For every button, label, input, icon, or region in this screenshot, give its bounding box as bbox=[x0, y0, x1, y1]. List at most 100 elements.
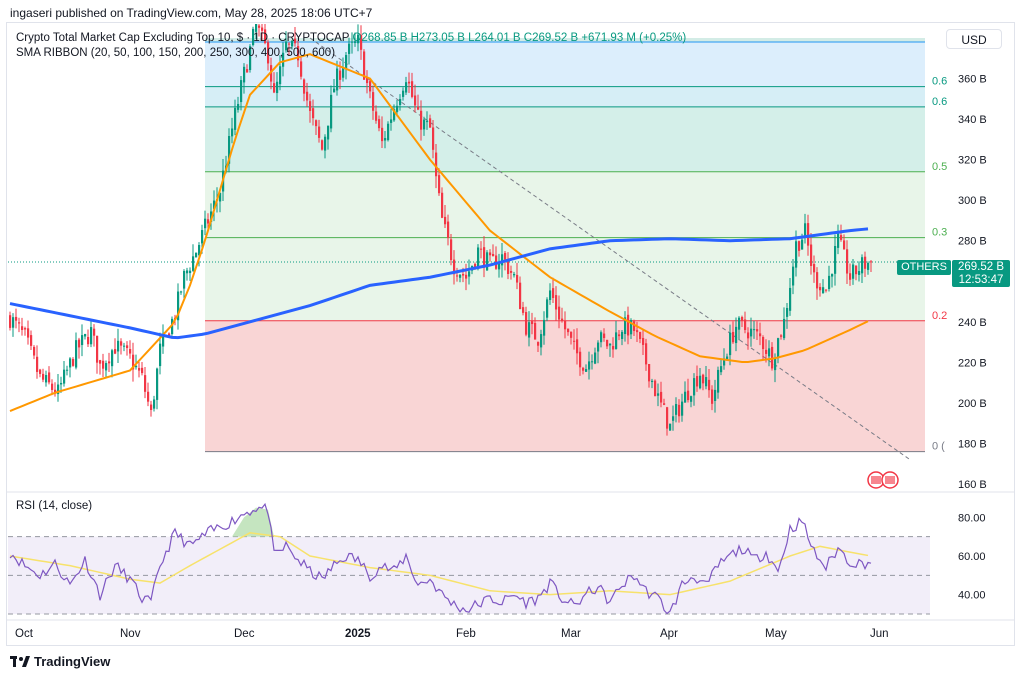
candle-body bbox=[414, 95, 417, 106]
candle-body bbox=[339, 70, 342, 80]
candle-body bbox=[645, 343, 648, 365]
candle-body bbox=[309, 101, 312, 111]
x-tick-label: Dec bbox=[234, 628, 255, 640]
candle-body bbox=[306, 91, 309, 101]
candle-body bbox=[774, 358, 777, 371]
candle-body bbox=[399, 98, 402, 105]
candle-body bbox=[72, 358, 75, 366]
candle-body bbox=[552, 288, 555, 298]
candle-body bbox=[840, 235, 843, 240]
candle-body bbox=[15, 316, 18, 321]
candle-body bbox=[177, 291, 180, 321]
candle-body bbox=[675, 404, 678, 415]
candle-body bbox=[66, 369, 69, 371]
candle-body bbox=[348, 43, 351, 54]
candle-body bbox=[321, 140, 324, 150]
fib-zone bbox=[205, 320, 925, 452]
candle-body bbox=[333, 88, 336, 93]
trend-line bbox=[309, 37, 911, 461]
candle-body bbox=[633, 321, 636, 332]
candle-body bbox=[27, 328, 30, 338]
candle-body bbox=[150, 404, 153, 410]
ohlc-values: O268.85 B H273.05 B L264.01 B C269.52 B … bbox=[352, 32, 687, 44]
candle-body bbox=[33, 346, 36, 356]
us-flag-icon bbox=[885, 476, 895, 484]
rsi-line bbox=[9, 502, 872, 615]
candle-body bbox=[654, 380, 657, 397]
candle-body bbox=[792, 266, 795, 286]
candle-body bbox=[624, 317, 627, 335]
candle-body bbox=[660, 391, 663, 403]
symbol-price-label: OTHERS bbox=[897, 260, 951, 275]
candle-body bbox=[426, 121, 429, 123]
candle-body bbox=[237, 103, 240, 110]
candle-body bbox=[534, 322, 537, 340]
candle-body bbox=[282, 52, 285, 67]
y-tick-label: 360 B bbox=[958, 74, 987, 86]
candle-body bbox=[351, 41, 354, 43]
candle-body bbox=[822, 287, 825, 294]
candle-body bbox=[42, 373, 45, 380]
candle-body bbox=[825, 289, 828, 291]
candle-body bbox=[75, 340, 78, 368]
candle-body bbox=[576, 339, 579, 354]
y-tick-label: 320 B bbox=[958, 155, 987, 167]
candle-body bbox=[117, 340, 120, 352]
candle-body bbox=[603, 333, 606, 339]
currency-selector[interactable]: USD bbox=[946, 29, 1002, 49]
y-tick-label: 300 B bbox=[958, 195, 987, 207]
candle-body bbox=[729, 332, 732, 356]
candle-body bbox=[762, 336, 765, 350]
candle-body bbox=[153, 399, 156, 409]
candle-body bbox=[561, 318, 564, 321]
candle-body bbox=[138, 367, 141, 371]
candle-body bbox=[678, 404, 681, 417]
candle-body bbox=[798, 241, 801, 251]
candle-body bbox=[708, 379, 711, 391]
y-tick-label: 160 B bbox=[958, 479, 987, 491]
candle-body bbox=[54, 389, 57, 394]
indicator-legend: SMA RIBBON (20, 50, 100, 150, 200, 250, … bbox=[16, 47, 336, 59]
candle-body bbox=[435, 152, 438, 177]
sma-ribbon-orange-line bbox=[9, 53, 869, 412]
chart-frame bbox=[6, 22, 1015, 646]
candle-body bbox=[378, 119, 381, 129]
candle-body bbox=[768, 348, 771, 357]
candle-body bbox=[720, 366, 723, 373]
bar-countdown: 12:53:47 bbox=[958, 274, 1004, 286]
candle-body bbox=[288, 43, 291, 45]
candle-body bbox=[672, 416, 675, 421]
candle-body bbox=[714, 389, 717, 402]
candle-body bbox=[741, 317, 744, 321]
candle-body bbox=[126, 345, 129, 349]
y-tick-label: 280 B bbox=[958, 236, 987, 248]
last-price-tag: 269.52 B 12:53:47 bbox=[952, 260, 1010, 287]
fib-level-label: 0.5 bbox=[932, 161, 947, 173]
candle-body bbox=[51, 383, 54, 390]
candle-body bbox=[468, 271, 471, 277]
y-tick-label: 340 B bbox=[958, 114, 987, 126]
candle-body bbox=[243, 66, 246, 83]
candle-body bbox=[264, 29, 267, 44]
candle-body bbox=[423, 119, 426, 130]
fib-zone bbox=[205, 42, 925, 87]
candle-body bbox=[639, 331, 642, 340]
candle-body bbox=[324, 136, 327, 151]
candle-body bbox=[846, 249, 849, 274]
fib-zone bbox=[205, 171, 925, 238]
candle-body bbox=[450, 239, 453, 261]
tradingview-footer[interactable]: TradingView bbox=[10, 654, 110, 669]
candle-body bbox=[555, 295, 558, 310]
candle-body bbox=[63, 369, 66, 384]
candle-body bbox=[135, 365, 138, 368]
candle-body bbox=[504, 252, 507, 260]
candle-body bbox=[486, 252, 489, 271]
candle-body bbox=[783, 318, 786, 339]
candle-body bbox=[786, 308, 789, 317]
last-price-value: 269.52 B bbox=[957, 261, 1005, 273]
candle-body bbox=[87, 336, 90, 345]
candle-body bbox=[591, 361, 594, 363]
candle-body bbox=[393, 109, 396, 121]
candle-body bbox=[723, 358, 726, 366]
